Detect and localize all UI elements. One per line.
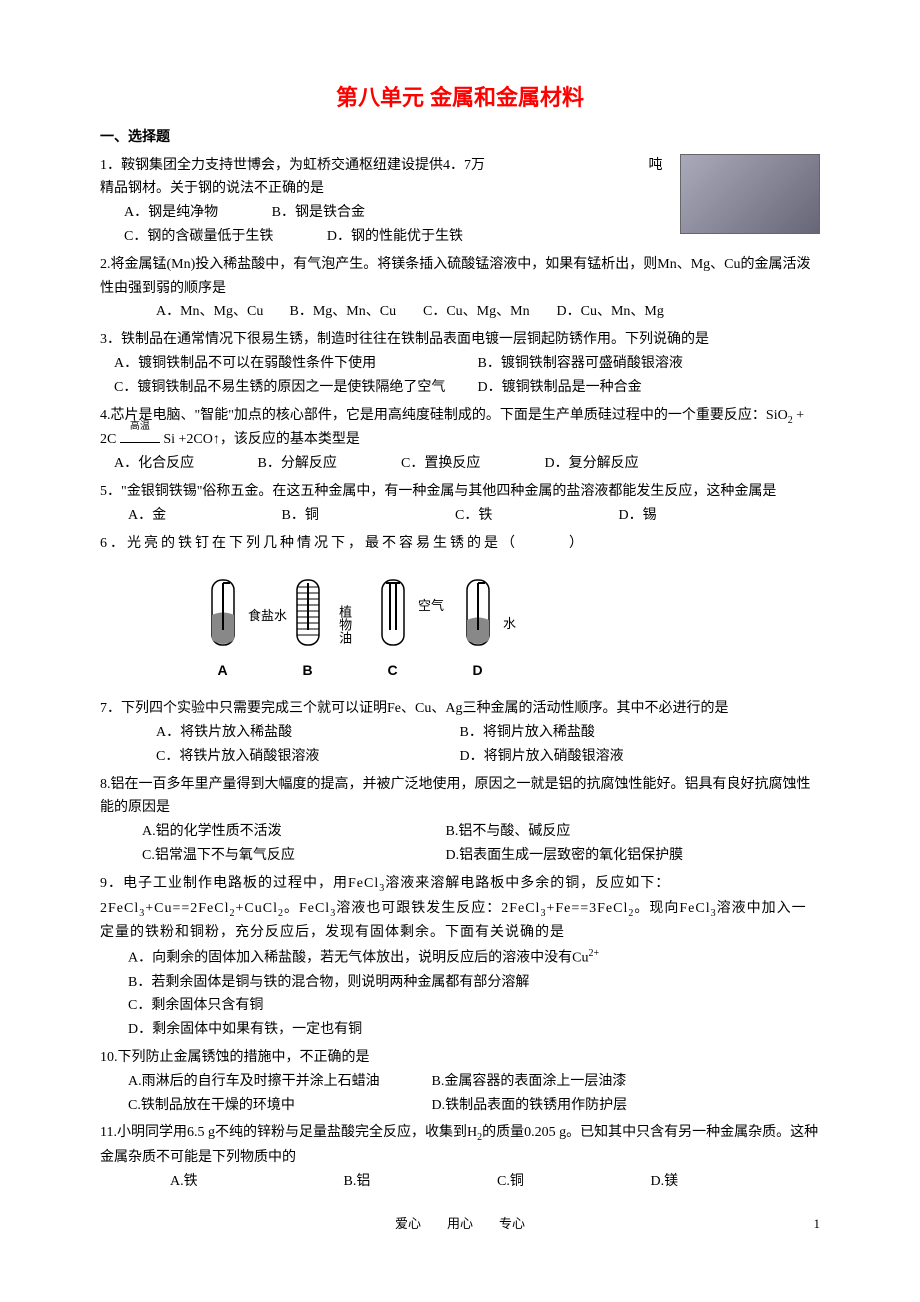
q5-c: C．铁 — [455, 504, 615, 528]
q11-d: D.镁 — [651, 1174, 679, 1189]
question-2: 2.将金属锰(Mn)投入稀盐酸中，有气泡产生。将镁条插入硫酸锰溶液中，如果有锰析… — [100, 253, 820, 324]
q11-c: C.铜 — [497, 1170, 647, 1194]
page-number: 1 — [814, 1214, 821, 1235]
q7-d: D．将铜片放入硝酸银溶液 — [460, 749, 624, 764]
tube-b-letter: B — [302, 659, 312, 683]
q2-a: A．Mn、Mg、Cu — [156, 300, 286, 324]
q4-stem: 4.芯片是电脑、"智能"加点的核心部件，它是用高纯度硅制成的。下面是生产单质硅过… — [100, 404, 820, 453]
q3-c: C．镀铜铁制品不易生锈的原因之一是使铁隔绝了空气 — [114, 376, 474, 400]
question-3: 3．铁制品在通常情况下很易生锈，制造时往往在铁制品表面电镀一层铜起防锈作用。下列… — [100, 328, 820, 399]
question-1: 1．鞍钢集团全力支持世博会，为虹桥交通枢纽建设提供4．7万 吨精品钢材。关于钢的… — [100, 154, 820, 249]
q9-d: D．剩余固体中如果有铁，一定也有铜 — [128, 1018, 820, 1042]
q10-a: A.雨淋后的自行车及时擦干并涂上石蜡油 — [128, 1070, 428, 1094]
q7-b: B．将铜片放入稀盐酸 — [460, 725, 595, 740]
q8-a: A.铝的化学性质不活泼 — [142, 820, 442, 844]
q3-stem: 3．铁制品在通常情况下很易生锈，制造时往往在铁制品表面电镀一层铜起防锈作用。下列… — [100, 328, 820, 352]
tube-b-label: 植物油 — [333, 605, 355, 644]
question-4: 4.芯片是电脑、"智能"加点的核心部件，它是用高纯度硅制成的。下面是生产单质硅过… — [100, 404, 820, 476]
q11-a: A.铁 — [170, 1170, 340, 1194]
question-10: 10.下列防止金属锈蚀的措施中，不正确的是 A.雨淋后的自行车及时擦干并涂上石蜡… — [100, 1046, 820, 1117]
tube-a-label: 食盐水 — [248, 605, 288, 627]
q8-d: D.铝表面生成一层致密的氧化铝保护膜 — [446, 848, 684, 863]
tube-d-label: 水 — [503, 613, 543, 635]
footer-text: 爱心 用心 专心 — [395, 1216, 525, 1231]
q7-a: A．将铁片放入稀盐酸 — [156, 721, 456, 745]
q3-a: A．镀铜铁制品不可以在弱酸性条件下使用 — [114, 352, 474, 376]
q4-a: A．化合反应 — [114, 452, 254, 476]
q2-d: D．Cu、Mn、Mg — [557, 300, 664, 324]
question-11: 11.小明同学用6.5 g不纯的锌粉与足量盐酸完全反应，收集到H2的质量0.20… — [100, 1121, 820, 1193]
question-9: 9．电子工业制作电路板的过程中，用FeCl3溶液来溶解电路板中多余的铜，反应如下… — [100, 872, 820, 1042]
q8-b: B.铝不与酸、碱反应 — [446, 824, 571, 839]
q2-c: C．Cu、Mg、Mn — [423, 300, 553, 324]
footer: 爱心 用心 专心 1 — [100, 1214, 820, 1235]
q9-stem: 9．电子工业制作电路板的过程中，用FeCl3溶液来溶解电路板中多余的铜，反应如下… — [100, 872, 820, 945]
tube-c-label: 空气 — [418, 595, 458, 617]
question-8: 8.铝在一百多年里产量得到大幅度的提高，并被广泛地使用，原因之一就是铝的抗腐蚀性… — [100, 773, 820, 868]
q4-c: C．置换反应 — [401, 452, 541, 476]
q1-a: A．钢是纯净物 — [124, 201, 218, 225]
tube-a-letter: A — [217, 659, 227, 683]
q2-b: B．Mg、Mn、Cu — [290, 300, 420, 324]
question-5: 5．"金银铜铁锡"俗称五金。在这五种金属中，有一种金属与其他四种金属的盐溶液都能… — [100, 480, 820, 528]
q6-diagram: 食盐水 A 植物油 B — [100, 555, 820, 693]
q1-c: C．钢的含碳量低于生铁 — [124, 225, 273, 249]
q4-b: B．分解反应 — [258, 452, 398, 476]
tube-c-letter: C — [387, 659, 397, 683]
q5-b: B．铜 — [282, 504, 452, 528]
q8-stem: 8.铝在一百多年里产量得到大幅度的提高，并被广泛地使用，原因之一就是铝的抗腐蚀性… — [100, 773, 820, 821]
q3-b: B．镀铜铁制容器可盛硝酸银溶液 — [478, 356, 683, 371]
q4-d: D．复分解反应 — [545, 456, 639, 471]
tube-b-icon — [285, 575, 330, 655]
question-7: 7．下列四个实验中只需要完成三个就可以证明Fe、Cu、Ag三种金属的活动性顺序。… — [100, 697, 820, 768]
q1-b: B．钢是铁合金 — [272, 201, 365, 225]
q6-stem: 6．光亮的铁钉在下列几种情况下，最不容易生锈的是（ ） — [100, 532, 820, 556]
tube-a-icon — [200, 575, 245, 655]
q10-d: D.铁制品表面的铁锈用作防护层 — [432, 1098, 628, 1113]
q5-stem: 5．"金银铜铁锡"俗称五金。在这五种金属中，有一种金属与其他四种金属的盐溶液都能… — [100, 480, 820, 504]
q9-a: A．向剩余的固体加入稀盐酸，若无气体放出，说明反应后的溶液中没有Cu2+ — [128, 945, 820, 970]
q11-b: B.铝 — [344, 1170, 494, 1194]
q1-d: D．钢的性能优于生铁 — [327, 225, 463, 249]
q1-stem: 1．鞍钢集团全力支持世博会，为虹桥交通枢纽建设提供4．7万 — [100, 158, 485, 173]
q5-a: A．金 — [128, 504, 278, 528]
tube-d-icon — [455, 575, 500, 655]
q7-stem: 7．下列四个实验中只需要完成三个就可以证明Fe、Cu、Ag三种金属的活动性顺序。… — [100, 697, 820, 721]
question-6: 6．光亮的铁钉在下列几种情况下，最不容易生锈的是（ ） 食盐水 A — [100, 532, 820, 694]
tube-c-icon — [370, 575, 415, 655]
q9-b: B．若剩余固体是铜与铁的混合物，则说明两种金属都有部分溶解 — [128, 971, 820, 995]
section-header: 一、选择题 — [100, 127, 820, 149]
q11-stem: 11.小明同学用6.5 g不纯的锌粉与足量盐酸完全反应，收集到H2的质量0.20… — [100, 1121, 820, 1170]
q8-c: C.铝常温下不与氧气反应 — [142, 844, 442, 868]
unit-title: 第八单元 金属和金属材料 — [100, 80, 820, 115]
q10-b: B.金属容器的表面涂上一层油漆 — [432, 1074, 627, 1089]
q2-stem: 2.将金属锰(Mn)投入稀盐酸中，有气泡产生。将镁条插入硫酸锰溶液中，如果有锰析… — [100, 253, 820, 301]
tube-d-letter: D — [472, 659, 482, 683]
q9-c: C．剩余固体只含有铜 — [128, 994, 820, 1018]
q3-d: D．镀铜铁制品是一种合金 — [478, 380, 642, 395]
q10-stem: 10.下列防止金属锈蚀的措施中，不正确的是 — [100, 1046, 820, 1070]
building-photo — [680, 154, 820, 234]
q10-c: C.铁制品放在干燥的环境中 — [128, 1094, 428, 1118]
q7-c: C．将铁片放入硝酸银溶液 — [156, 745, 456, 769]
q5-d: D．锡 — [619, 508, 657, 523]
